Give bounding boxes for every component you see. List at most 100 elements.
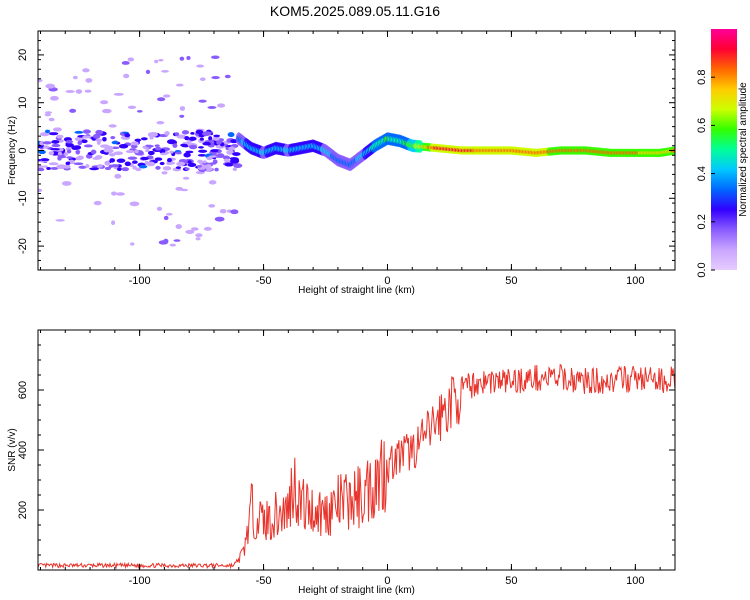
spectrogram-cell [136,109,143,113]
spectrogram-cell [101,108,112,114]
spectrogram-cell [154,157,163,161]
spectrogram-cell [44,129,51,134]
spectrogram-cell [179,56,185,61]
spectrogram-cell [50,148,60,151]
spectrogram-cell [76,155,84,160]
spectrogram-cell [187,162,197,168]
spectrogram-cell [131,160,138,164]
spectrogram-cell [167,157,172,163]
spectrogram-cell [190,227,199,231]
spectrogram-cell [181,130,190,135]
y-tick-label: 20 [17,49,29,61]
y-tick-label: -10 [17,190,29,206]
colorbar-tick-label: 0.0 [696,262,708,277]
spectrogram-cell [65,139,74,144]
spectrogram-cell [82,68,90,73]
chart-title: KOM5.2025.089.05.11.G16 [270,3,440,19]
spectrogram-cell [43,165,48,168]
spectrogram-cell [121,167,130,172]
spectrogram-cell [176,161,186,167]
spectrogram-cell [230,209,239,215]
spectrogram-cell [124,133,131,138]
spectrogram-cell [208,162,217,165]
spectrogram-cell [154,146,162,151]
spectrogram-cell [73,162,84,166]
spectrogram-cell [175,151,182,155]
spectrogram-cell [83,144,93,148]
spectrogram-cell [209,139,215,144]
spectrogram-cell [219,208,227,214]
spectrogram-cell [78,165,87,169]
spectrogram-cell [116,167,122,171]
spectrogram-cell [97,164,103,168]
colorbar: 0.0 0.2 0.4 0.6 0.8 Normalized spectral ampli… [696,29,749,278]
spectrogram-cell [156,121,165,125]
spectrogram-cell [90,149,97,155]
spectrogram-cell [113,151,124,155]
spectrogram-cell [115,192,125,196]
spectrogram-cell [66,149,72,154]
spectrogram-cell [46,167,51,171]
spectrogram-cell [145,144,154,148]
spectrogram-cell [198,149,208,153]
spectrogram-cell [176,83,184,87]
spectrogram-cell [196,64,205,68]
x-tick-label: -50 [256,575,272,587]
y-tick-label: 0 [17,147,29,153]
spectrogram-cell [172,143,178,148]
spectrogram-cell [203,226,212,231]
spectrogram-cell [229,157,238,161]
spectrogram-cell [45,111,53,114]
x-axis-label: Height of straight line (km) [298,285,415,296]
spectrogram-cell [108,124,117,128]
spectrogram-cell [147,132,153,137]
spectrogram-cell [139,164,148,169]
spectrogram-cell [169,150,174,154]
spectrogram-cell [222,155,231,160]
x-tick-label: 50 [505,575,517,587]
spectrogram-cell [130,242,135,246]
spectrogram-cell [214,167,219,172]
spectrogram-cell [93,200,102,206]
spectrogram-cell [55,219,65,222]
y-axis-label: SNR (v/v) [7,428,18,471]
spectrogram-cell [166,162,173,166]
colorbar-tick-label: 0.4 [696,166,708,181]
y-tick-label: -20 [17,238,29,254]
y-axis-label: Frequency (Hz) [7,116,18,185]
spectrogram-cell [174,132,180,136]
spectrogram-cell [38,188,43,193]
x-tick-label: 50 [505,275,517,287]
spectrogram-cell [198,146,204,149]
spectrogram-cell [48,132,59,136]
spectrogram-cell [48,162,59,166]
spectrogram-cell [38,165,44,169]
spectrogram-cell [109,158,116,163]
spectrogram-cell [224,74,231,79]
colorbar-tick-label: 0.2 [696,214,708,229]
spectrogram-cell [186,56,191,61]
spectrogram-cell [175,224,182,229]
spectrogram-cell [189,144,198,150]
spectrogram-cell [154,144,160,148]
colorbar-gradient [711,29,737,270]
colorbar-tick-label: 0.8 [696,70,708,85]
spectrogram-cell [125,149,135,154]
spectrogram-cell [111,146,120,150]
spectrogram-cell [131,141,139,146]
spectrogram-cell [84,89,92,93]
x-tick-label: 100 [626,575,644,587]
spectrogram-cell [38,150,46,155]
x-axis-label: Height of straight line (km) [298,585,415,596]
spectrogram-cell [163,215,169,221]
spectrogram-cell [223,158,230,162]
spectrogram-cell [82,129,91,134]
spectrogram-cell [74,130,84,134]
spectrogram-cell [57,151,63,156]
spectrogram-cell [69,108,77,113]
spectrogram-cell [226,150,234,155]
spectrogram-cell [184,167,190,171]
spectrogram-cell [75,150,80,155]
spectrogram-cell [71,145,79,151]
spectrogram-cell [182,176,190,180]
